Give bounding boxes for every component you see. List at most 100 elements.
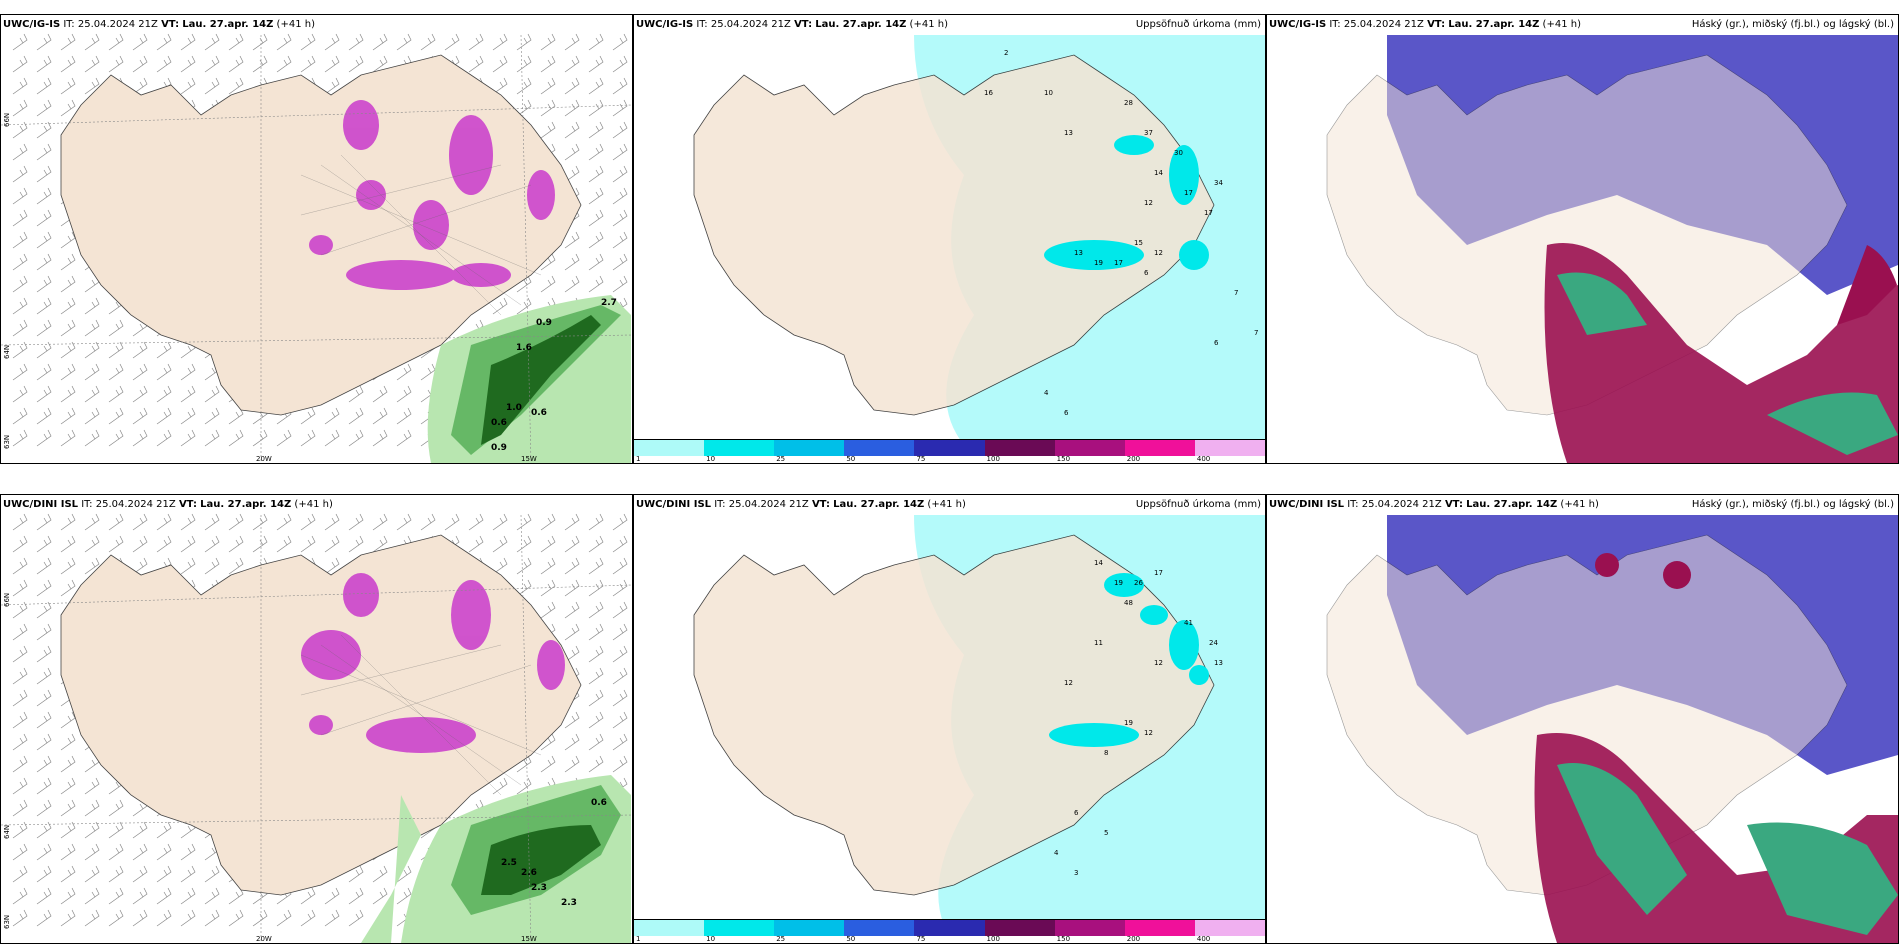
wind-barb <box>108 535 124 553</box>
value-label: 2.6 <box>521 868 537 878</box>
wind-barb <box>60 579 76 597</box>
value-label: 7 <box>1254 329 1258 337</box>
wind-barb <box>132 821 148 839</box>
wind-barb <box>372 429 388 447</box>
wind-barb <box>132 909 148 927</box>
colorbar-label: 25 <box>776 455 786 463</box>
wind-barb <box>84 821 100 839</box>
wind-barb <box>564 231 580 249</box>
wind-barb <box>348 429 364 447</box>
wind-barb <box>324 535 340 553</box>
wind-barb <box>564 579 580 597</box>
value-label: 12 <box>1154 659 1163 667</box>
wind-barb <box>108 865 124 883</box>
wind-barb <box>612 165 628 183</box>
wind-barb <box>60 535 76 553</box>
wind-barb <box>204 429 220 447</box>
wind-barb <box>84 407 100 425</box>
wind-barb <box>132 535 148 553</box>
iceland-land <box>1326 534 1848 896</box>
wind-barb <box>612 645 628 663</box>
wind-barb <box>516 557 532 575</box>
wind-barb <box>204 407 220 425</box>
value-label: 3 <box>1074 869 1078 877</box>
wind-barb <box>36 733 52 751</box>
colorbar-label: 75 <box>916 455 926 463</box>
value-label: 10 <box>1044 89 1053 97</box>
wind-barb <box>228 77 244 95</box>
wind-barb <box>36 579 52 597</box>
wind-barb <box>36 99 52 117</box>
wind-barb <box>132 33 148 51</box>
colorbar-label: 10 <box>706 455 716 463</box>
wind-barb <box>132 363 148 381</box>
wind-barb <box>228 557 244 575</box>
wind-barb <box>228 55 244 73</box>
wind-barb <box>300 55 316 73</box>
wind-barb <box>36 755 52 773</box>
wind-barb <box>204 33 220 51</box>
wind-barb <box>276 535 292 553</box>
wind-barb <box>36 667 52 685</box>
wind-barb <box>396 363 412 381</box>
wind-barb <box>180 513 196 531</box>
wind-barb <box>132 77 148 95</box>
wind-barb <box>36 429 52 447</box>
value-label: 4 <box>1044 389 1049 397</box>
value-label: 0.9 <box>536 318 552 328</box>
wind-barb <box>84 363 100 381</box>
colorbar-swatch <box>984 919 1056 936</box>
wind-barb <box>12 645 28 663</box>
wind-barb <box>516 297 532 315</box>
colorbar-label: 10 <box>706 935 716 943</box>
value-label: 6 <box>1144 269 1149 277</box>
wind-barb <box>12 77 28 95</box>
value-label: 14 <box>1154 169 1163 177</box>
wind-barb <box>84 843 100 861</box>
wind-barb <box>564 513 580 531</box>
value-label: 2.5 <box>501 858 517 868</box>
wind-barb <box>540 121 556 139</box>
value-label: 1.0 <box>506 403 522 413</box>
wind-barb <box>204 55 220 73</box>
wind-barb <box>396 33 412 51</box>
wind-barb <box>300 887 316 905</box>
wind-barb <box>588 601 604 619</box>
colorbar-swatch <box>704 439 776 456</box>
cloud-map <box>1267 35 1898 463</box>
wind-barb <box>156 821 172 839</box>
wind-barb <box>540 513 556 531</box>
wind-barb <box>180 557 196 575</box>
wind-barb <box>612 711 628 729</box>
wind-barb <box>36 909 52 927</box>
wind-barb <box>612 253 628 271</box>
wind-barb <box>588 187 604 205</box>
value-label: 30 <box>1174 149 1183 157</box>
wind-barb <box>468 535 484 553</box>
wind-barb <box>12 385 28 403</box>
wind-barb <box>396 887 412 905</box>
wind-barb <box>12 733 28 751</box>
cloud-title: Háský (gr.), miðský (fj.bl.) og lágský (… <box>1691 19 1894 30</box>
wind-barb <box>132 557 148 575</box>
panel-header: UWC/IG-IS IT: 25.04.2024 21Z VT: Lau. 27… <box>1269 19 1581 30</box>
wind-barb <box>588 121 604 139</box>
wind-barb <box>372 887 388 905</box>
value-label: 5 <box>1104 829 1108 837</box>
wind-barb <box>492 777 508 795</box>
wind-barb <box>108 429 124 447</box>
wind-barb <box>12 557 28 575</box>
wind-barb <box>84 55 100 73</box>
wind-barb <box>324 887 340 905</box>
wind-barb <box>12 55 28 73</box>
colorbar-label: 50 <box>846 455 856 463</box>
wind-barb <box>564 55 580 73</box>
wind-barb <box>516 513 532 531</box>
wind-barb <box>564 165 580 183</box>
value-label: 41 <box>1184 619 1193 627</box>
wind-barb <box>564 557 580 575</box>
wind-barb <box>324 407 340 425</box>
wind-barb <box>60 755 76 773</box>
wind-barb <box>228 909 244 927</box>
lat-label: 64N <box>3 345 11 359</box>
